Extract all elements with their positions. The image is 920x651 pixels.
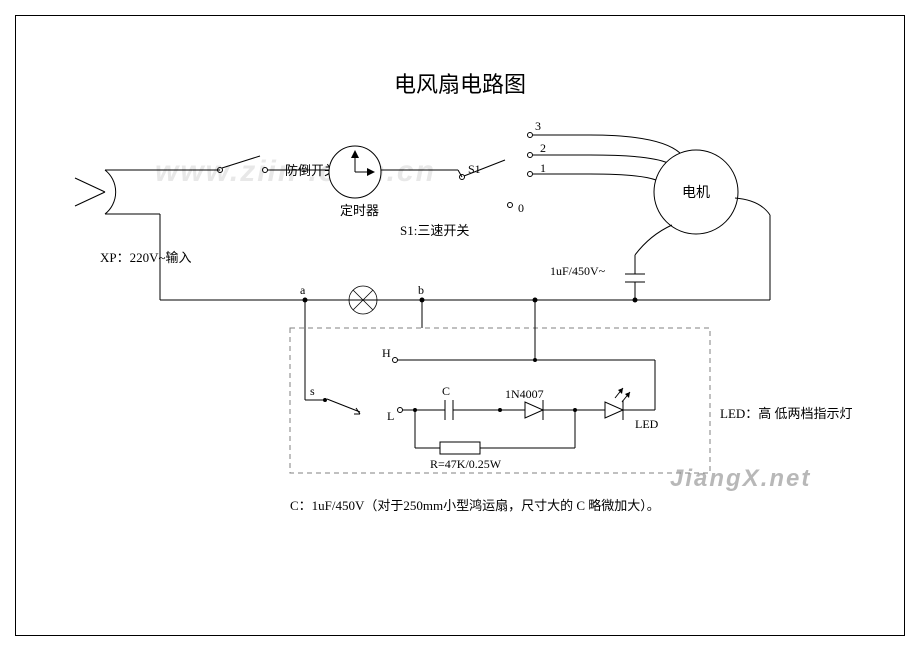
- label-speed-3: 3: [535, 119, 541, 133]
- label-L: L: [387, 409, 394, 423]
- label-C: C: [442, 384, 450, 398]
- label-timer: 定时器: [340, 203, 379, 218]
- label-node-b: b: [418, 283, 424, 297]
- circuit-diagram: 电风扇电路图 XP：220V~输入 防倒开关 定时器 S: [0, 0, 920, 651]
- motor-capacitor: [625, 225, 672, 303]
- label-speed-0: 0: [518, 201, 524, 215]
- wire-speed-2: [533, 155, 668, 163]
- label-diode: 1N4007: [505, 387, 544, 401]
- label-node-s: s: [310, 384, 315, 398]
- label-led-desc: LED：高 低两档指示灯: [720, 406, 853, 421]
- label-motor: 电机: [682, 185, 710, 201]
- diagram-title: 电风扇电路图: [394, 72, 526, 97]
- label-resistor: R=47K/0.25W: [430, 457, 502, 471]
- label-speed-2: 2: [540, 141, 546, 155]
- label-s1-name: S1: [468, 162, 481, 176]
- timer-symbol: [329, 146, 381, 198]
- wire-speed-1: [533, 174, 656, 180]
- led-symbol: [590, 388, 655, 420]
- diode-symbol: [498, 400, 590, 420]
- label-node-a: a: [300, 283, 306, 297]
- control-box: [290, 328, 710, 473]
- capacitor-C: [430, 400, 500, 420]
- label-footnote: C：1uF/450V（对于250mm小型鸿运扇，尺寸大的 C 略微加大）。: [290, 498, 660, 513]
- label-s1-desc: S1:三速开关: [400, 223, 469, 238]
- wire-speed-3: [533, 135, 680, 153]
- label-speed-1: 1: [540, 161, 546, 175]
- switch-s: [327, 399, 360, 414]
- label-input: XP：220V~输入: [100, 250, 192, 265]
- label-cap1: 1uF/450V~: [550, 264, 606, 278]
- label-led-name: LED: [635, 417, 659, 431]
- label-H: H: [382, 346, 391, 360]
- resistor-branch: [413, 408, 575, 454]
- tilt-switch: [218, 156, 268, 173]
- plug-symbol: [75, 170, 140, 214]
